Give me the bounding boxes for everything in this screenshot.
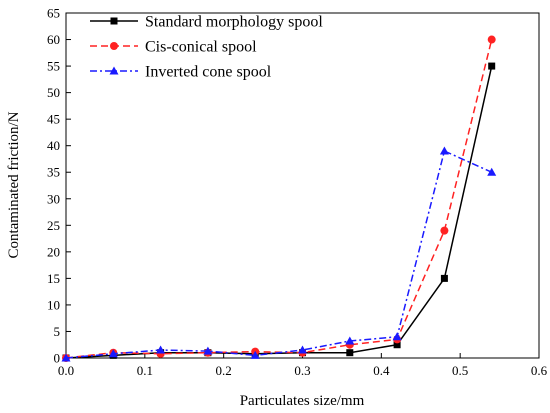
data-point	[108, 349, 118, 358]
x-tick-label: 0.4	[373, 363, 390, 378]
y-tick-label: 40	[47, 138, 60, 153]
y-tick-label: 15	[47, 271, 60, 286]
x-tick-label: 0.1	[137, 363, 153, 378]
x-tick-label: 0.0	[58, 363, 74, 378]
y-tick-label: 65	[47, 6, 60, 21]
series-line	[65, 39, 493, 359]
y-tick-label: 0	[54, 351, 61, 366]
data-point	[487, 35, 496, 44]
series-line	[65, 65, 493, 359]
data-point	[61, 353, 71, 362]
x-tick-label: 0.3	[294, 363, 310, 378]
plot-frame	[65, 12, 540, 359]
data-point	[298, 345, 307, 354]
y-axis-title: Contaminated friction/N	[6, 111, 22, 258]
y-tick-label: 5	[54, 324, 61, 339]
x-tick-label: 0.2	[216, 363, 232, 378]
data-point	[346, 349, 354, 357]
legend-item: Standard morphology spool	[90, 14, 323, 31]
legend-item: Cis-conical spool	[90, 39, 257, 56]
x-tick-label: 0.6	[531, 363, 548, 378]
legend-label: Standard morphology spool	[145, 14, 323, 31]
series-layer	[61, 35, 497, 362]
axis-ticks: 0.0 0.1 0.2 0.3 0.4 0.5 0.6 0 5 10 15 20 25 30 35 40 45 5…	[47, 6, 548, 379]
data-point	[203, 346, 213, 355]
x-tick-label: 0.5	[452, 363, 468, 378]
legend: Standard morphology spool Cis-conical spo…	[90, 14, 323, 81]
data-point	[250, 350, 260, 359]
y-tick-label: 30	[47, 191, 60, 206]
series-square	[62, 62, 496, 362]
y-tick-label: 25	[47, 218, 60, 233]
data-point	[439, 146, 449, 155]
data-point	[392, 332, 402, 341]
y-tick-label: 45	[47, 112, 60, 127]
data-point	[488, 62, 496, 70]
series-triangle	[61, 146, 497, 362]
series-circle	[62, 35, 496, 362]
legend-marker	[110, 17, 118, 25]
legend-marker	[110, 42, 118, 50]
data-point	[393, 341, 401, 349]
y-tick-label: 20	[47, 244, 60, 259]
data-point	[487, 167, 497, 176]
legend-label: Cis-conical spool	[145, 39, 257, 56]
series-line	[65, 149, 493, 359]
legend-marker	[109, 66, 119, 75]
y-tick-label: 50	[47, 85, 60, 100]
data-point	[156, 345, 166, 354]
data-point	[440, 226, 449, 235]
data-point	[440, 274, 448, 282]
legend-item: Inverted cone spool	[90, 64, 272, 81]
data-point	[345, 336, 355, 345]
x-axis-title: Particulates size/mm	[240, 393, 365, 409]
legend-label: Inverted cone spool	[145, 64, 272, 81]
y-tick-label: 60	[47, 32, 60, 47]
y-tick-label: 35	[47, 165, 60, 180]
y-tick-label: 55	[47, 59, 60, 74]
y-tick-label: 10	[47, 297, 60, 312]
